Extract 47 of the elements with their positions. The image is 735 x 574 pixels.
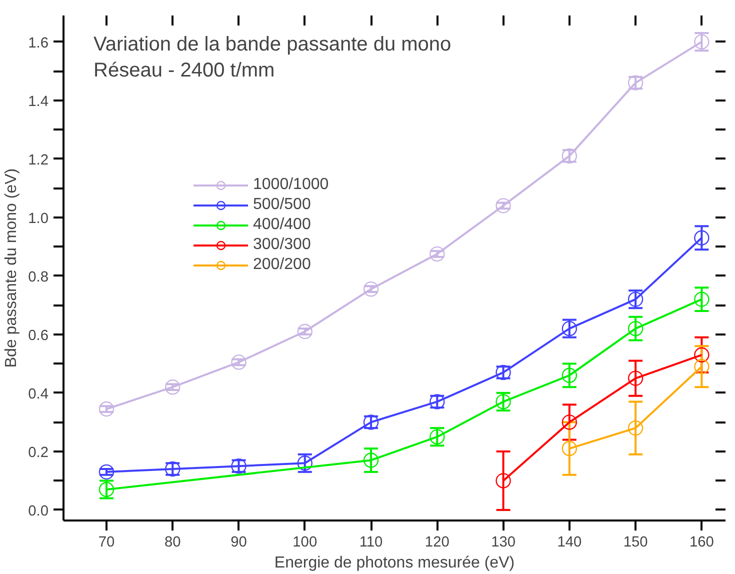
x-tick-label: 70: [98, 534, 115, 550]
x-axis-title: Energie de photons mesurée (eV): [274, 554, 515, 572]
x-tick-label: 140: [557, 534, 582, 550]
legend-label: 1000/1000: [253, 176, 329, 194]
y-tick-label: 1.6: [28, 35, 48, 52]
point: [496, 473, 511, 488]
point: [628, 320, 644, 336]
point: [694, 292, 710, 307]
legend-label: 400/400: [253, 216, 311, 234]
y-tick-label: 1.4: [28, 94, 48, 110]
point: [496, 198, 511, 214]
y-tick-label: 0.0: [28, 503, 48, 520]
point: [98, 464, 114, 480]
x-tick-label: 130: [491, 534, 516, 550]
x-tick-label: 80: [164, 534, 181, 550]
y-tick-label: 0.2: [28, 444, 48, 461]
legend-label: 500/500: [253, 196, 311, 214]
point: [363, 281, 379, 297]
x-tick-label: 160: [689, 534, 714, 550]
legend-label: 300/300: [253, 236, 311, 254]
y-tick-label: 0.8: [28, 269, 48, 286]
point: [430, 246, 445, 262]
x-tick-label: 90: [230, 534, 247, 550]
y-axis-title: Bde passante du mono (eV): [3, 168, 20, 368]
point: [694, 230, 710, 246]
point: [694, 359, 710, 374]
point: [562, 440, 578, 456]
x-tick-label: 150: [623, 534, 648, 550]
x-tick-label: 100: [292, 534, 318, 550]
y-tick-label: 0.6: [28, 328, 48, 344]
point: [363, 452, 379, 468]
x-tick-label: 120: [424, 534, 450, 550]
x-tick-label: 110: [359, 534, 383, 550]
y-tick-label: 1.0: [28, 210, 48, 227]
point: [297, 324, 312, 340]
y-tick-label: 0.4: [28, 386, 48, 402]
point: [231, 354, 246, 370]
point: [562, 368, 578, 383]
point: [694, 347, 710, 362]
y-tick-label: 1.2: [28, 152, 48, 168]
point: [628, 370, 644, 386]
point: [165, 379, 180, 395]
point: [628, 420, 644, 436]
point: [98, 401, 114, 417]
legend-label: 200/200: [253, 256, 311, 274]
text: Variation de la bande passante du mono Réseau - 2400 t/mm: [94, 34, 452, 82]
point: [562, 414, 578, 430]
